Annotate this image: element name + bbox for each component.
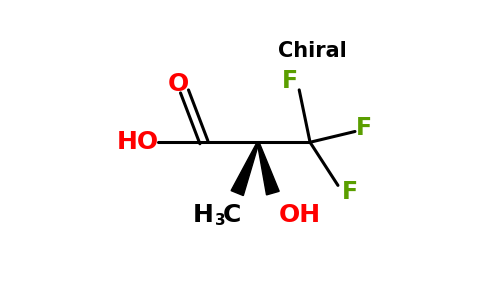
Polygon shape <box>231 142 259 196</box>
Polygon shape <box>257 142 279 195</box>
Text: C: C <box>223 202 242 226</box>
Text: OH: OH <box>279 202 321 226</box>
Text: F: F <box>356 116 372 140</box>
Text: F: F <box>282 69 298 93</box>
Text: 3: 3 <box>215 213 226 228</box>
Text: F: F <box>342 179 358 203</box>
Text: Chiral: Chiral <box>278 41 347 62</box>
Text: H: H <box>193 202 214 226</box>
Text: HO: HO <box>117 130 159 154</box>
Text: O: O <box>167 72 189 96</box>
